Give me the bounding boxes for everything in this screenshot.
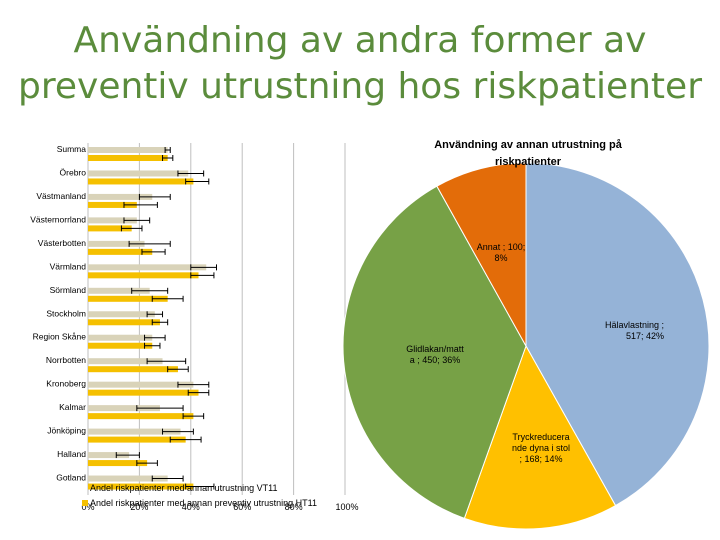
slide-title-line-2: preventiv utrustning hos riskpatienter xyxy=(18,66,702,107)
bar-series-1 xyxy=(88,295,168,302)
bar-series-2 xyxy=(88,311,155,318)
category-label: Region Skåne xyxy=(33,332,87,342)
bar-series-2 xyxy=(88,193,153,200)
pie-slice-label-line: Annat ; 100; xyxy=(477,242,526,252)
bar-series-1 xyxy=(88,155,168,161)
pie-slice-label-line: Tryckreducera xyxy=(512,432,569,442)
category-label: Kronoberg xyxy=(46,379,86,389)
category-label: Norrbotten xyxy=(46,355,86,365)
pie-title-line: riskpatienter xyxy=(495,156,562,168)
pie-slice-label-line: 517; 42% xyxy=(626,331,664,341)
bar-series-2 xyxy=(88,170,189,177)
bar-series-1 xyxy=(88,342,153,349)
x-tick-label: 40% xyxy=(182,502,200,512)
bar-series-2 xyxy=(88,334,153,341)
bar-series-2 xyxy=(88,452,130,459)
x-tick-label: 100% xyxy=(335,502,358,512)
pie-slice-label: Glidlakan/matt a ; 450; 36% xyxy=(406,344,464,365)
pie-title: Användning av annan utrustning på riskpat… xyxy=(434,139,623,168)
bar-series-1 xyxy=(88,389,199,396)
category-label: Värmland xyxy=(50,261,87,271)
bar-series-1 xyxy=(88,413,194,420)
bar-series-1 xyxy=(88,366,178,373)
x-tick-label: 60% xyxy=(233,502,251,512)
x-tick-label: 0% xyxy=(81,502,94,512)
category-label: Västerbotten xyxy=(38,238,86,248)
bar-series-2 xyxy=(88,428,181,435)
x-tick-label: 80% xyxy=(285,502,303,512)
bar-series-2 xyxy=(88,358,163,365)
bar-series-1 xyxy=(88,272,199,279)
bar-series-1 xyxy=(88,201,137,208)
category-label: Jönköping xyxy=(47,426,86,436)
bar-series-1 xyxy=(88,248,153,255)
bar-series-2 xyxy=(88,287,150,294)
pie-slice-label-line: ; 168; 14% xyxy=(519,454,562,464)
legend-label-ht11: Andel riskpatienter med annan preventiv … xyxy=(90,498,317,508)
bar-series-2 xyxy=(88,475,168,482)
category-label: Västernorrland xyxy=(30,214,86,224)
x-tick-label: 20% xyxy=(130,502,148,512)
bar-series-2 xyxy=(88,264,207,271)
category-label: Kalmar xyxy=(59,402,86,412)
bar-series-1 xyxy=(88,483,194,490)
bar-series-1 xyxy=(88,178,194,185)
bar-series-2 xyxy=(88,381,194,388)
pie-slice-label-line: nde dyna i stol xyxy=(512,443,570,453)
pie-title-line: Användning av annan utrustning på xyxy=(434,139,623,151)
slide-title: Användning av andra former av preventiv … xyxy=(0,18,720,110)
pie-slice-label: Tryckreducera nde dyna i stol; 168; 14% xyxy=(512,432,570,464)
category-label: Halland xyxy=(57,449,86,459)
category-label: Örebro xyxy=(60,167,87,177)
category-label: Västmanland xyxy=(36,191,86,201)
bar-series-1 xyxy=(88,460,148,467)
bar-series-2 xyxy=(88,217,137,224)
pie-slice-label-line: Glidlakan/matt xyxy=(406,344,464,354)
bar-series-2 xyxy=(88,240,145,247)
bar-series-2 xyxy=(88,405,160,412)
category-label: Sörmland xyxy=(50,285,87,295)
legend-swatch xyxy=(82,500,88,506)
legend-label-vt11: Andel riskpatienter med annan utrustning… xyxy=(90,483,277,493)
bar-chart: 0% 20% 40% 60% 80% 100% Summa Örebro Västmanland… xyxy=(30,143,359,512)
bar-series-1 xyxy=(88,436,186,443)
pie-chart: Hälavlastning ; 517; 42% Tryckreducera nde … xyxy=(342,139,710,530)
pie-slice xyxy=(342,185,527,519)
category-label: Summa xyxy=(57,144,87,154)
pie-slice-label-line: a ; 450; 36% xyxy=(410,355,461,365)
pie-slice-label-line: Hälavlastning ; xyxy=(605,320,664,330)
pie-slice xyxy=(463,344,617,530)
bar-series-2 xyxy=(88,147,168,153)
pie-slice-label-line: 8% xyxy=(494,253,507,263)
pie-slice xyxy=(525,162,710,507)
slide-title-line-1: Användning av andra former av xyxy=(73,20,647,61)
category-label: Stockholm xyxy=(46,308,86,318)
pie-slice-label: Annat ; 100; 8% xyxy=(477,242,526,263)
bar-series-1 xyxy=(88,319,160,326)
category-label: Gotland xyxy=(56,473,86,483)
bar-series-1 xyxy=(88,225,132,232)
pie-slice xyxy=(436,162,527,348)
pie-slice-label: Hälavlastning ; 517; 42% xyxy=(605,320,664,341)
